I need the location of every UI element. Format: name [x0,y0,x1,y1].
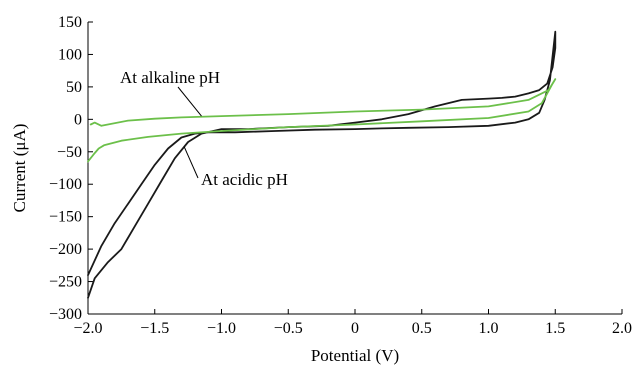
annotation-at-acidic-ph: At acidic pH [201,170,288,189]
x-tick-label: 0 [351,320,359,337]
annotation-at-alkaline-ph: At alkaline pH [120,68,220,87]
y-tick-label: −100 [49,176,82,193]
annotation-leader-at-acidic-ph [183,146,199,179]
annotation-layer: At alkaline pH At acidic pH [120,68,288,189]
x-tick-label: 0.5 [412,320,432,337]
y-tick-label: 100 [58,46,82,63]
x-tick-label: 1.0 [479,320,499,337]
x-tick-label: −2.0 [73,320,102,337]
y-tick-label: 150 [58,14,82,31]
x-tick-label: −1.5 [140,320,169,337]
y-tick-label: −50 [57,144,82,161]
y-tick-label: −300 [49,306,82,323]
y-tick-label: 50 [66,79,82,96]
x-tick-label: −1.0 [207,320,236,337]
y-tick-label: 0 [74,111,82,128]
x-tick-label: −0.5 [274,320,303,337]
x-tick-label: 2.0 [612,320,632,337]
series-line-at-alkaline-ph [87,78,557,163]
y-tick-label: −250 [49,274,82,291]
y-ticks: 150 100 50 0 −50 −100 −150 −200 −250 −300 [49,14,93,323]
y-axis-title: Current (μA) [10,124,29,213]
series-layer [87,30,557,299]
annotation-leader-at-alkaline-ph [177,86,202,117]
x-tick-label: 1.5 [545,320,565,337]
x-ticks: −2.0 −1.5 −1.0 −0.5 0 0.5 1.0 1.5 2.0 [73,309,632,337]
y-tick-label: −150 [49,209,82,226]
x-axis-title: Potential (V) [311,346,399,365]
y-tick-label: −200 [49,241,82,258]
